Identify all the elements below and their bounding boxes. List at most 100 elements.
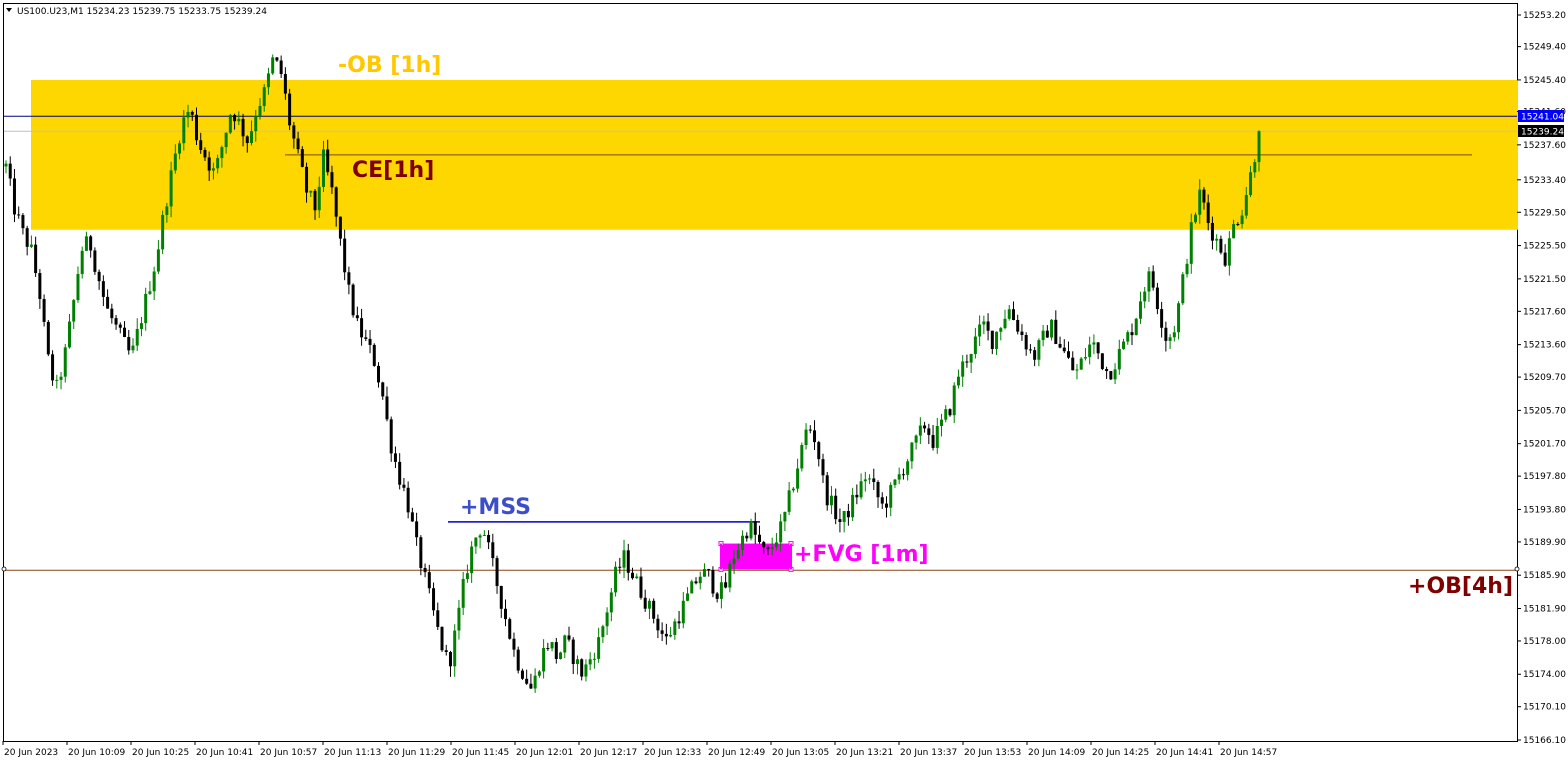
candle-body <box>1067 351 1071 358</box>
candle-body <box>631 572 634 579</box>
price-axis[interactable]: 15253.2015249.4015245.4015241.6015237.60… <box>1517 11 1566 746</box>
candle-body <box>233 114 237 122</box>
candle-body <box>152 271 156 292</box>
candle-body <box>1007 309 1011 319</box>
candle-body <box>1215 238 1219 241</box>
candle-body <box>1079 358 1083 370</box>
candle-body <box>995 331 999 350</box>
candle-body <box>567 635 571 640</box>
candle-body <box>80 250 84 275</box>
candle-body <box>1240 215 1244 225</box>
candle-body <box>474 537 478 547</box>
candle-body <box>89 236 93 251</box>
candle-body <box>787 490 791 512</box>
candle-body <box>216 158 220 169</box>
candle-body <box>796 468 800 489</box>
candle-body <box>1113 369 1117 380</box>
candle-body <box>855 494 859 498</box>
candle-body <box>1151 271 1155 288</box>
candle-body <box>1253 162 1257 173</box>
candle-body <box>944 409 948 420</box>
candle-body <box>956 376 960 386</box>
candle-body <box>415 521 419 538</box>
candle-body <box>360 318 364 338</box>
last-price-text: 15239.24 <box>1521 128 1564 138</box>
candle-body <box>224 132 228 148</box>
candle-body <box>101 281 105 297</box>
candle-body <box>279 60 283 75</box>
candle-body <box>127 337 131 351</box>
ob-4h-line-handle-right[interactable] <box>1514 566 1520 572</box>
candle-body <box>1088 344 1092 358</box>
candle-body <box>1071 357 1075 371</box>
candle-body <box>453 630 457 667</box>
candle-body <box>131 345 135 351</box>
candle-body <box>588 659 592 665</box>
time-axis[interactable]: 20 Jun 2023 20 Jun 10:09 20 Jun 10:25 20 Ju… <box>2 741 1277 758</box>
candle-body <box>1020 331 1024 335</box>
candle-body <box>846 511 850 518</box>
candle-body <box>889 484 893 508</box>
candle-body <box>774 542 778 548</box>
candle-body <box>465 573 469 580</box>
candle-body <box>1198 189 1202 215</box>
price-tick-label: 15253.20 <box>1523 11 1566 21</box>
candle-body <box>901 474 905 476</box>
price-tick-label: 15209.70 <box>1523 373 1566 383</box>
candle-body <box>63 347 67 377</box>
candle-body <box>1160 309 1164 328</box>
candle-body <box>266 73 270 88</box>
candle-body <box>1126 332 1130 342</box>
candle-body <box>436 610 440 627</box>
candle-body <box>563 635 567 653</box>
candle-body <box>533 675 537 689</box>
candle-body <box>321 149 325 187</box>
candle-body <box>300 149 304 167</box>
time-tick-label: 20 Jun 14:41 <box>1156 748 1213 758</box>
candle-body <box>1130 332 1134 336</box>
candle-body <box>245 136 249 144</box>
candle-body <box>711 570 715 594</box>
time-tick-label: 20 Jun 10:09 <box>68 748 125 758</box>
candle-body <box>1033 350 1037 360</box>
candle-body <box>1257 131 1261 163</box>
candle-body <box>559 652 563 660</box>
ce-1h-label: CE[1h] <box>352 158 434 183</box>
collapse-triangle-icon[interactable] <box>6 8 12 12</box>
candle-body <box>868 478 872 480</box>
candle-body <box>1244 195 1248 216</box>
candle-body <box>1016 319 1020 332</box>
candle-body <box>42 298 46 322</box>
price-tick-label: 15181.90 <box>1523 604 1566 614</box>
candle-body <box>1117 348 1121 370</box>
candle-body <box>779 521 783 543</box>
candle-body <box>851 494 855 518</box>
candle-body <box>1028 349 1032 351</box>
price-tick-label: 15170.10 <box>1523 703 1566 713</box>
candle-body <box>381 382 385 397</box>
candle-body <box>529 683 533 689</box>
candle-body <box>67 321 71 348</box>
time-tick-label: 20 Jun 2023 <box>4 748 58 758</box>
ob-4h-line-handle-left[interactable] <box>1 566 7 572</box>
candle-body <box>918 425 922 436</box>
candle-body <box>203 149 207 158</box>
candle-body <box>330 172 334 188</box>
fvg-1m-box-handles[interactable] <box>718 541 794 572</box>
candle-body <box>410 512 414 522</box>
candle-body <box>745 535 749 539</box>
candle-body <box>169 170 173 207</box>
time-tick-label: 20 Jun 14:25 <box>1092 748 1149 758</box>
candle-body <box>571 639 575 665</box>
time-tick-label: 20 Jun 13:53 <box>964 748 1021 758</box>
candle-body <box>757 534 761 543</box>
time-tick-label: 20 Jun 12:17 <box>580 748 637 758</box>
candle-body <box>1232 224 1236 239</box>
candle-body <box>368 338 372 345</box>
candle-body <box>1037 340 1041 360</box>
candle-body <box>34 244 38 274</box>
candle-body <box>106 296 110 309</box>
fvg-1m-box[interactable] <box>721 543 791 570</box>
candle-body <box>254 116 258 132</box>
